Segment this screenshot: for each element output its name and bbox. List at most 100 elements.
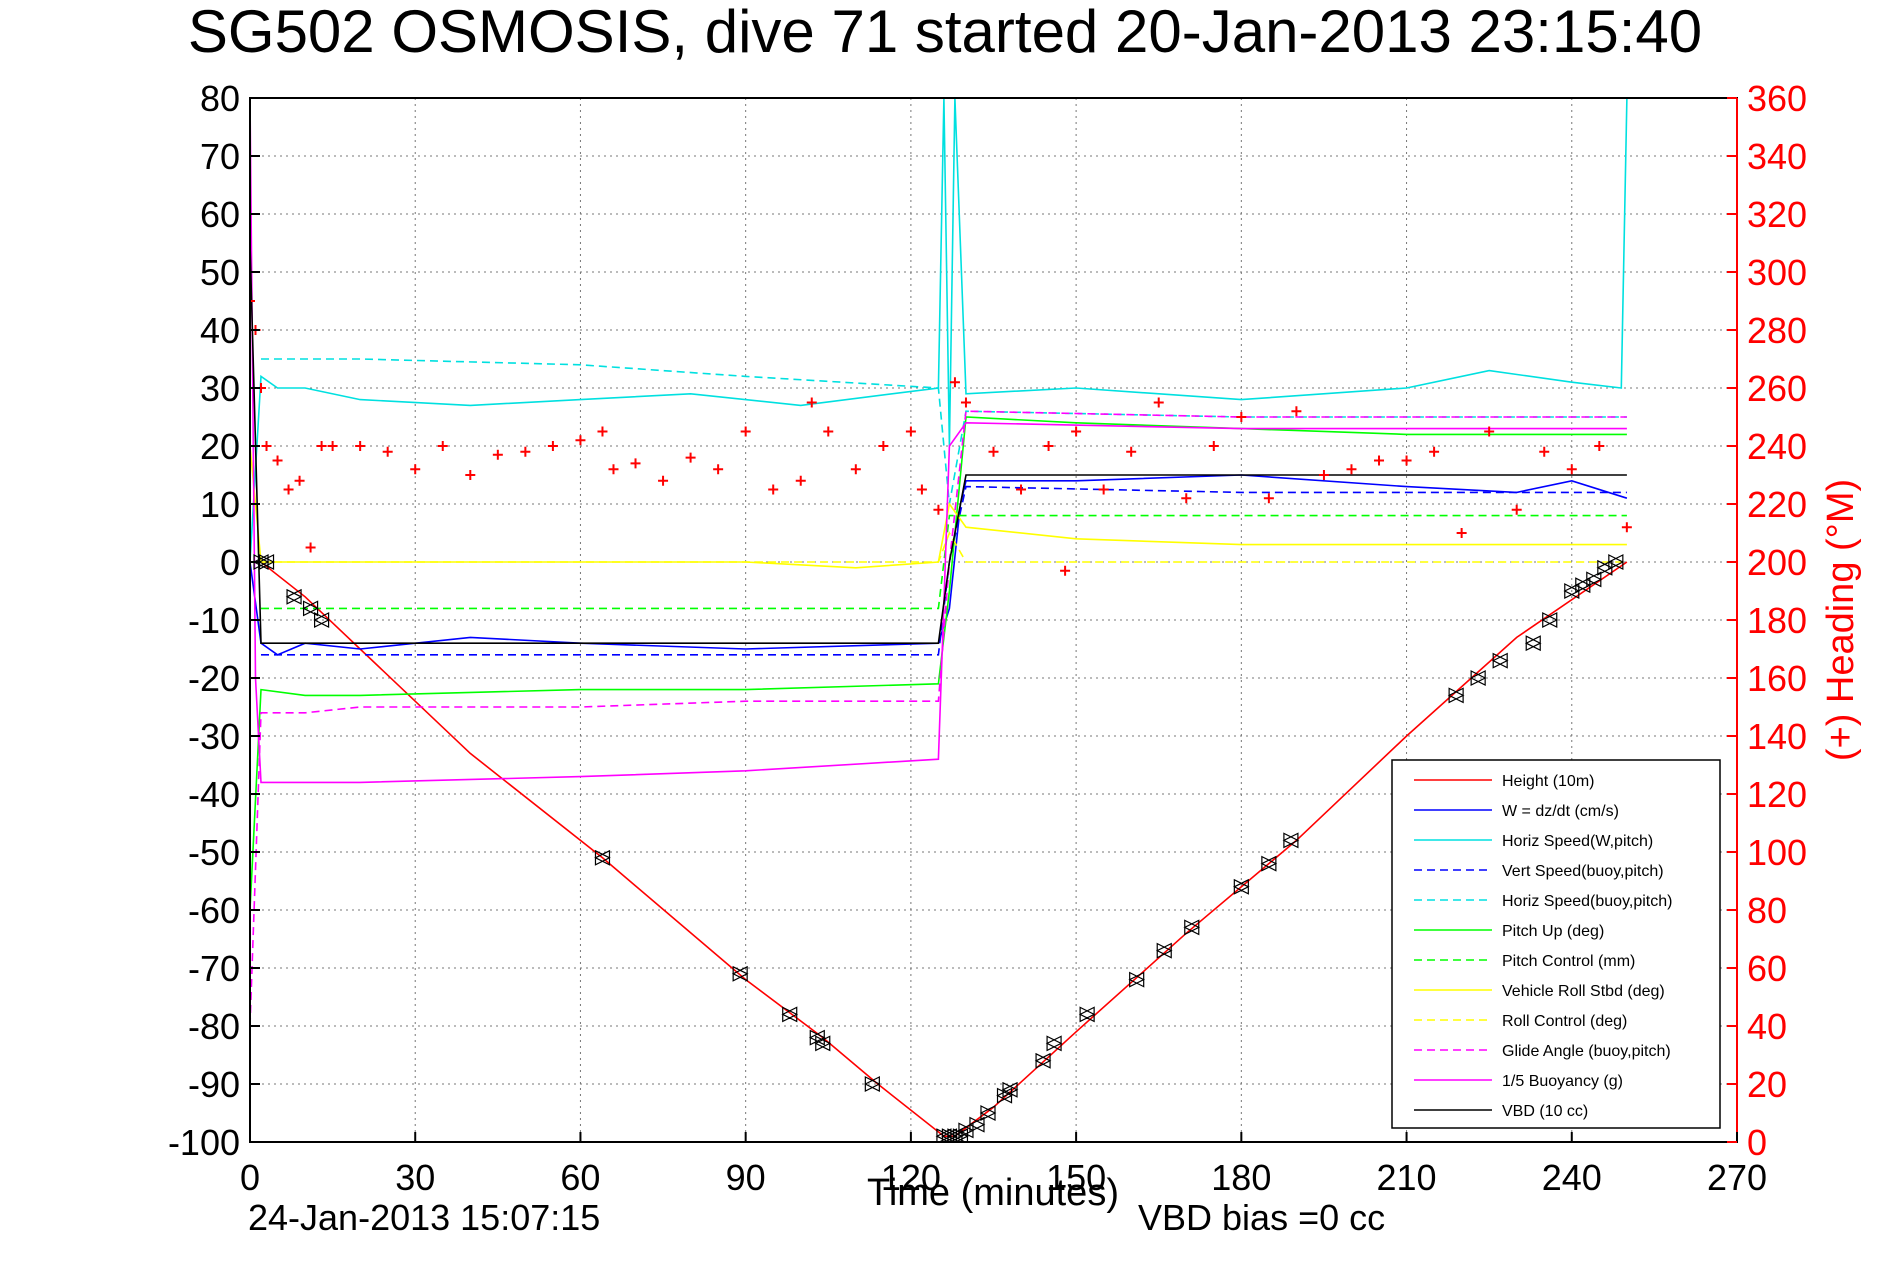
legend-entry: Vert Speed(buoy,pitch)	[1502, 863, 1664, 880]
series-layer	[250, 98, 1628, 1137]
heading-point	[1181, 493, 1192, 504]
heading-point	[1566, 464, 1577, 475]
triangle-marker	[1585, 571, 1603, 588]
y-right-tick-label: 260	[1747, 368, 1807, 409]
heading-point	[1511, 504, 1522, 515]
y-right-tick-label: 160	[1747, 658, 1807, 699]
y-right-tick-label: 80	[1747, 890, 1787, 931]
heading-point	[250, 296, 255, 306]
heading-point	[1236, 412, 1247, 422]
heading-point	[1401, 455, 1412, 466]
heading-point	[327, 441, 338, 451]
heading-point	[575, 435, 586, 446]
heading-point	[878, 441, 889, 451]
triangle-marker	[1078, 1006, 1096, 1023]
triangle-marker	[1491, 652, 1509, 669]
y-right-tick-label: 200	[1747, 542, 1807, 583]
right-axis-label: (+) Heading (°M)	[1820, 479, 1862, 761]
x-tick-label: 90	[726, 1157, 766, 1198]
legend-entry: W = dz/dt (cm/s)	[1502, 803, 1619, 820]
legend-entry: Pitch Control (mm)	[1502, 953, 1635, 970]
legend-entry: Horiz Speed(buoy,pitch)	[1502, 893, 1672, 910]
series-line-horiz-speed-w-pitch	[250, 98, 1628, 563]
x-axis-ticks: 0 30 60 90 120 150 180 210 240 270	[240, 1132, 1767, 1198]
triangle-marker	[313, 612, 330, 628]
triangle-marker	[1232, 878, 1250, 895]
triangle-marker	[1469, 670, 1487, 686]
heading-point	[823, 426, 834, 437]
heading-point	[305, 542, 316, 553]
y-right-tick-label: 0	[1747, 1122, 1767, 1163]
heading-point	[1456, 528, 1467, 538]
heading-point	[1346, 464, 1357, 475]
heading-point	[547, 441, 558, 451]
heading-point	[740, 426, 751, 437]
heading-point	[520, 446, 531, 457]
triangle-marker	[285, 588, 303, 605]
y-tick-label: -100	[168, 1122, 240, 1163]
x-tick-label: 150	[1046, 1157, 1106, 1198]
series-line-vert-speed-buoy-pitch	[261, 485, 1627, 656]
heading-point	[933, 504, 944, 515]
heading-point	[1621, 522, 1632, 533]
heading-point	[685, 452, 696, 463]
y-right-tick-label: 240	[1747, 426, 1807, 467]
y-tick-label: 10	[200, 484, 240, 525]
triangle-marker	[1128, 971, 1146, 988]
x-tick-label: 210	[1377, 1157, 1437, 1198]
x-tick-label: 180	[1211, 1157, 1271, 1198]
y-right-tick-label: 300	[1747, 252, 1807, 293]
plot-area	[250, 98, 1632, 1142]
triangle-marker	[302, 600, 319, 617]
heading-point	[1208, 441, 1219, 451]
y-right-tick-label: 20	[1747, 1064, 1787, 1105]
legend-box	[1391, 759, 1721, 1129]
triangle-marker	[1034, 1052, 1052, 1069]
x-tick-label: 30	[395, 1157, 435, 1198]
triangle-marker	[1524, 635, 1542, 652]
y-right-tick-label: 180	[1747, 600, 1807, 641]
triangle-marker	[1155, 942, 1173, 959]
heading-point	[1098, 484, 1109, 495]
heading-point	[608, 464, 619, 475]
triangle-marker	[979, 1105, 997, 1121]
triangle-marker	[808, 1029, 826, 1046]
heading-point	[1153, 397, 1164, 408]
y-tick-label: -30	[188, 716, 240, 757]
triangle-marker	[594, 849, 611, 866]
y-right-tick-label: 280	[1747, 310, 1807, 351]
triangle-marker	[935, 1128, 953, 1142]
heading-point	[1539, 446, 1550, 457]
footer-vbd: VBD bias =0 cc	[1138, 1197, 1385, 1238]
marker-layer	[252, 554, 1625, 1142]
heading-point	[1594, 441, 1605, 451]
heading-point	[916, 484, 927, 495]
series-line-height-10m	[250, 561, 1628, 1137]
heading-point	[806, 397, 817, 408]
triangle-marker	[941, 1128, 958, 1142]
heading-point	[597, 426, 608, 437]
series-line-1-5-buoyancy-g	[250, 98, 1627, 784]
heading-point	[1291, 406, 1302, 417]
triangle-marker	[1045, 1035, 1063, 1052]
x-tick-label: 240	[1542, 1157, 1602, 1198]
y-tick-label: -40	[188, 774, 240, 815]
series-line-horiz-speed-buoy-pitch	[261, 358, 1627, 505]
y-tick-label: 0	[220, 542, 240, 583]
heading-point	[410, 464, 421, 475]
legend-entry: 1/5 Buoyancy (g)	[1502, 1073, 1623, 1090]
heading-point	[630, 458, 641, 469]
series-line-w-dz-dt-cm-s	[250, 474, 1628, 656]
chart-title: SG502 OSMOSIS, dive 71 started 20-Jan-20…	[188, 0, 1702, 65]
grid-lines	[250, 98, 1737, 1142]
heading-point	[1071, 426, 1082, 437]
heading-point	[355, 441, 366, 451]
x-tick-label: 60	[560, 1157, 600, 1198]
y-tick-label: 30	[200, 368, 240, 409]
series-line-glide-angle-buoy-pitch	[250, 410, 1627, 1027]
y-tick-label: 50	[200, 252, 240, 293]
footer-date: 24-Jan-2013 15:07:15	[248, 1197, 600, 1238]
y-axis-ticks: 80 70 60 50 40 30 20 10 0 -10 -20 -30 -40 -50 -60 -70 -8…	[168, 78, 260, 1163]
heading-point	[1484, 426, 1495, 437]
